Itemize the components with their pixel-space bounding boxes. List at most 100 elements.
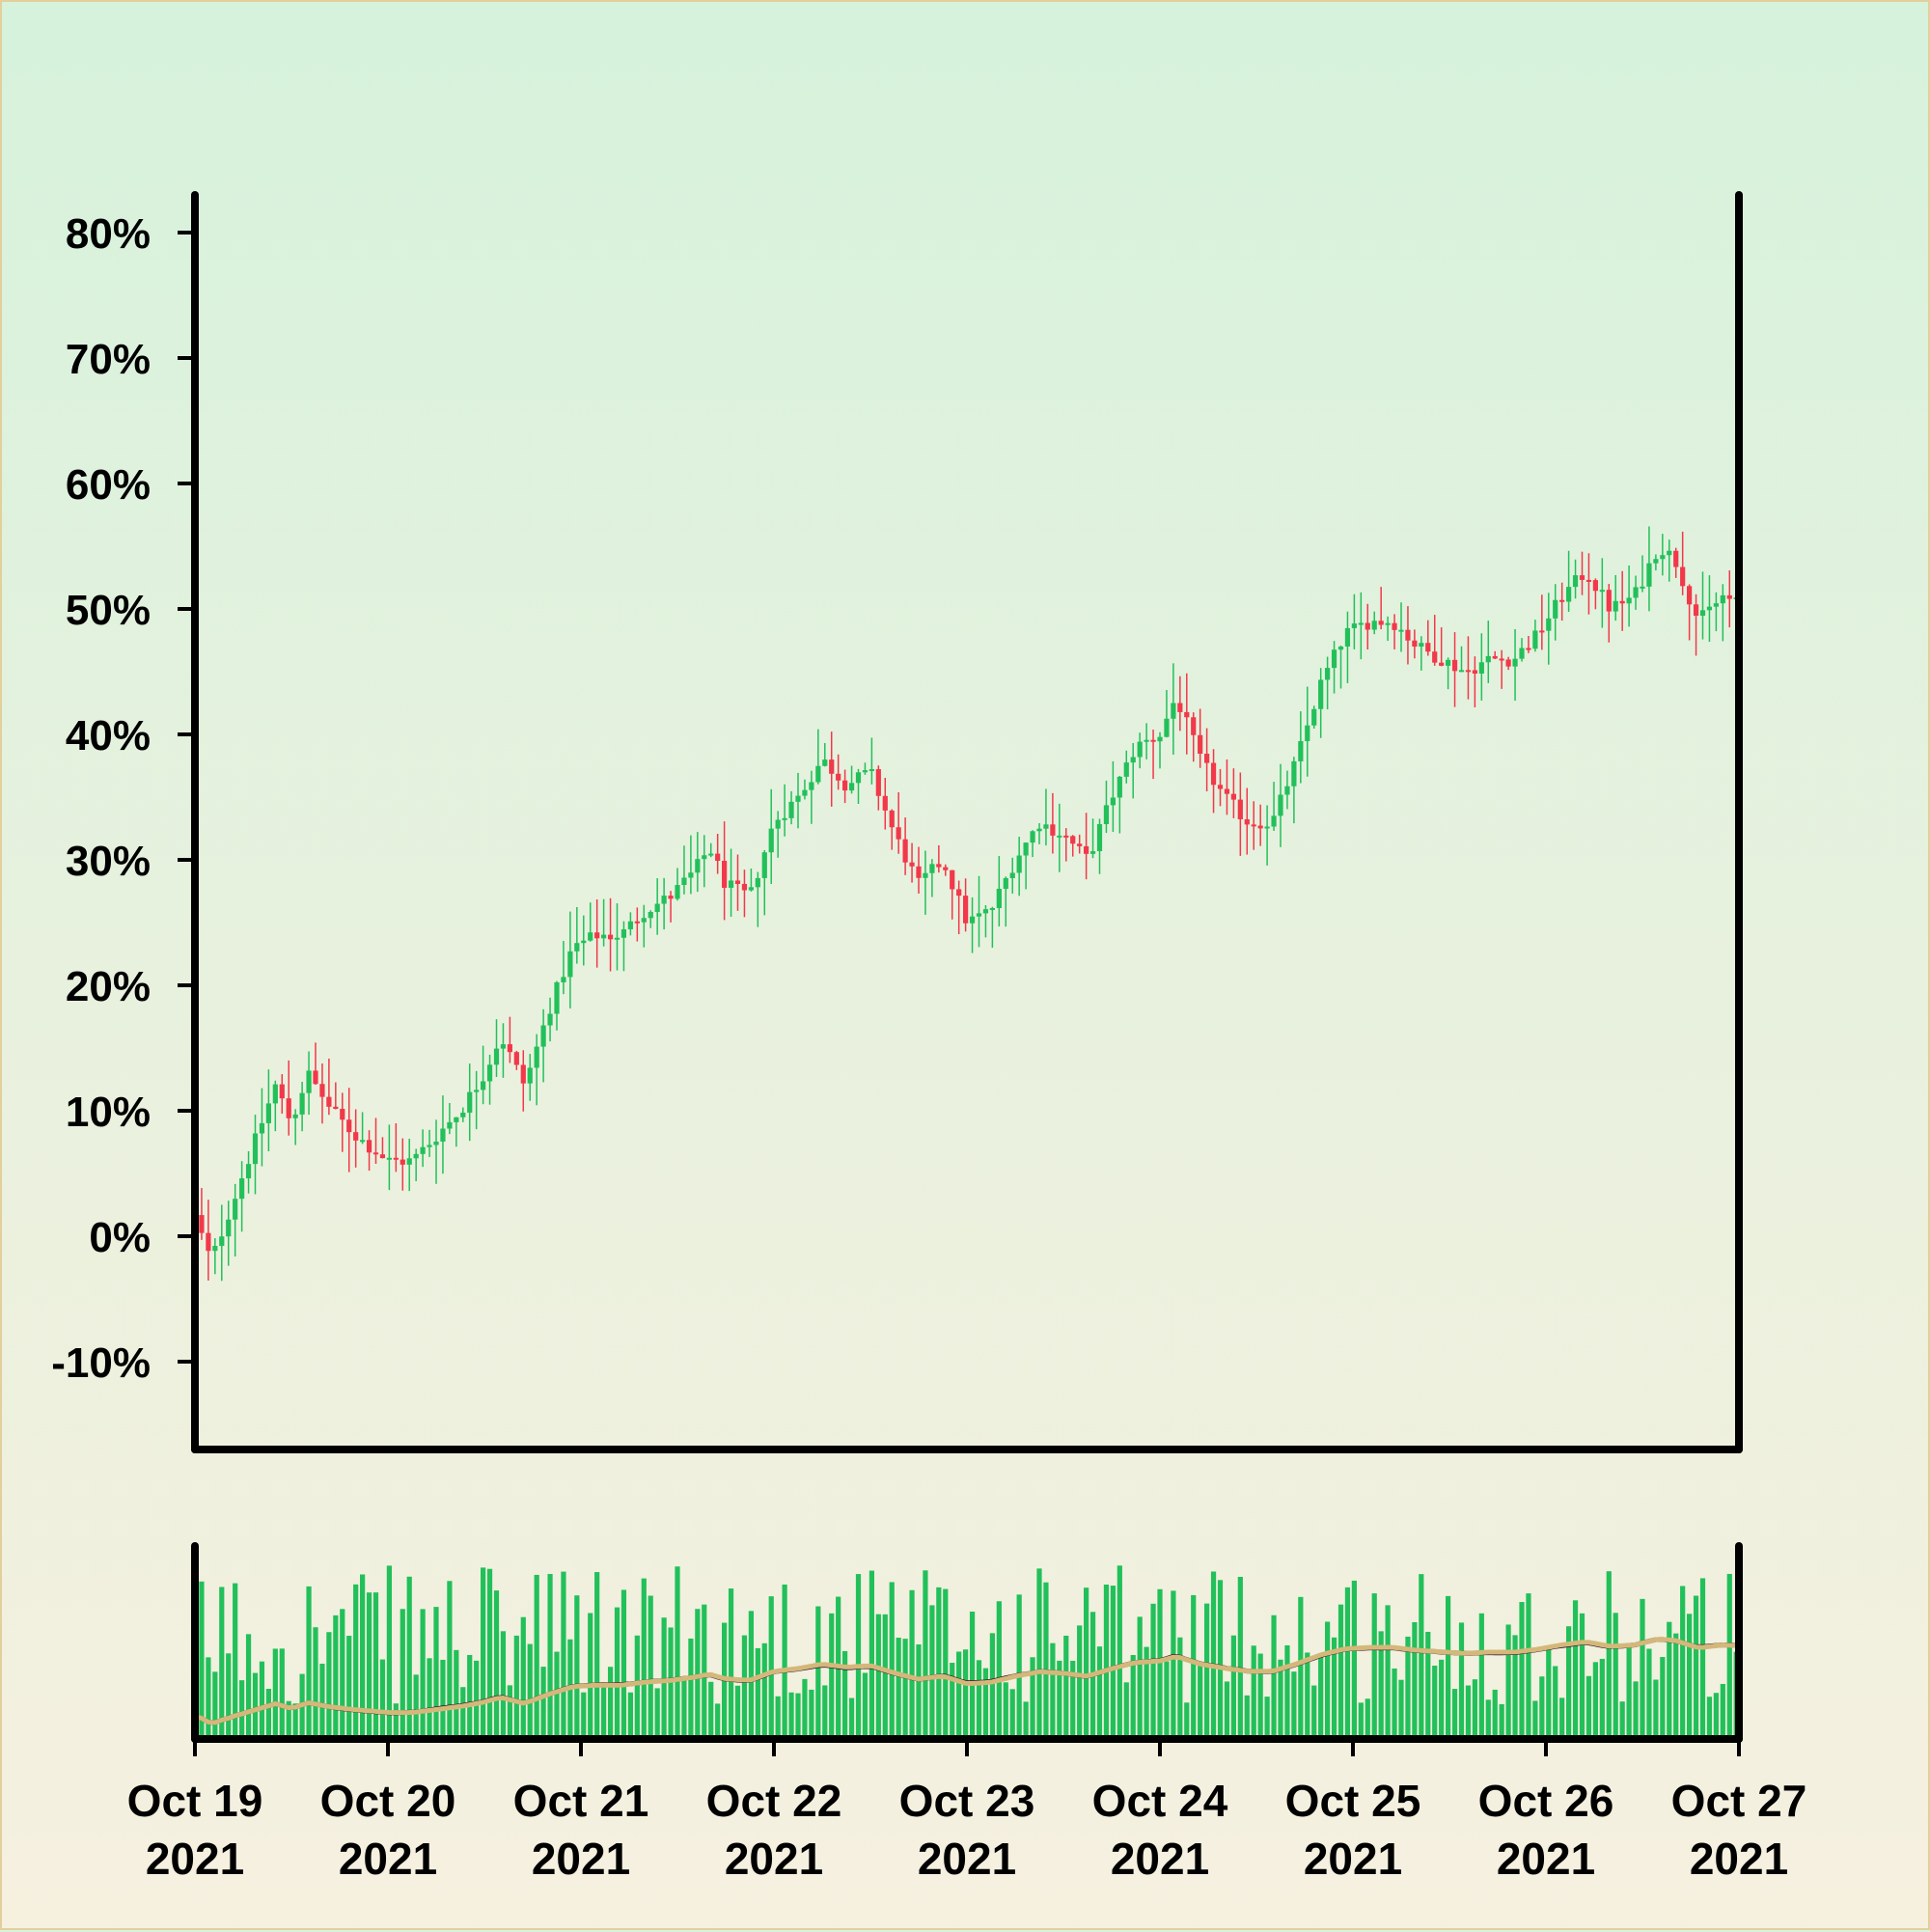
volume-bar	[648, 1595, 653, 1739]
candle	[206, 1200, 211, 1281]
candle	[1150, 730, 1156, 780]
candle	[1519, 638, 1525, 662]
volume-bar	[1419, 1574, 1424, 1739]
candle	[1392, 614, 1397, 649]
x-axis-ticks: Oct 19 2021 Oct 20 2021 Oct 21 2021 Oct 22 2021…	[127, 1739, 1807, 1884]
volume-bar	[1693, 1595, 1699, 1739]
volume-bar	[1465, 1685, 1472, 1739]
volume-bar	[1559, 1697, 1565, 1739]
volume-bar	[620, 1589, 627, 1739]
candle	[447, 1102, 453, 1135]
candle	[996, 855, 1002, 927]
volume-bar	[1191, 1594, 1197, 1739]
volume-bar	[1713, 1693, 1719, 1739]
volume-bar	[1230, 1635, 1236, 1739]
volume-bar	[561, 1571, 566, 1739]
volume-bar	[212, 1671, 218, 1739]
candle	[199, 1188, 205, 1240]
x-tick-label-date: Oct 27	[1671, 1776, 1807, 1826]
candle	[675, 868, 680, 901]
volume-bar	[1499, 1703, 1504, 1739]
candle	[393, 1122, 399, 1173]
candle	[1311, 705, 1317, 729]
volume-bar	[1425, 1631, 1431, 1739]
candle	[741, 869, 748, 918]
candle	[1633, 575, 1639, 610]
volume-bar	[1365, 1698, 1370, 1739]
volume-bar	[1291, 1671, 1297, 1739]
volume-bar	[607, 1667, 614, 1739]
volume-bar	[554, 1651, 560, 1739]
candle	[1485, 621, 1491, 683]
volume-bar	[1478, 1613, 1484, 1739]
candle	[923, 850, 928, 915]
candle	[299, 1081, 305, 1132]
candle	[889, 809, 895, 850]
price-candles	[192, 526, 1739, 1282]
candle	[1706, 575, 1713, 643]
candle	[788, 790, 794, 825]
volume-bar	[386, 1565, 392, 1739]
volume-bar	[802, 1678, 808, 1739]
candle	[1023, 842, 1029, 890]
candle	[1680, 531, 1686, 595]
volume-bar	[715, 1703, 721, 1739]
volume-bar	[1103, 1584, 1110, 1739]
candle	[1063, 828, 1069, 862]
volume-bar	[326, 1632, 332, 1739]
candle	[1378, 587, 1384, 630]
volume-bar	[734, 1685, 741, 1739]
volume-bar	[1344, 1587, 1351, 1739]
candle	[326, 1058, 332, 1116]
volume-bar	[1137, 1616, 1143, 1739]
candle	[688, 835, 694, 895]
x-tick-label-date: Oct 21	[513, 1776, 649, 1826]
candle	[1539, 594, 1545, 650]
candle	[1331, 641, 1337, 694]
candle	[386, 1124, 392, 1191]
volume-bar	[1057, 1660, 1062, 1739]
candle	[1446, 657, 1451, 690]
candle	[868, 737, 874, 785]
candle	[1505, 656, 1511, 671]
volume-bar	[1385, 1605, 1391, 1739]
volume-bar	[681, 1676, 687, 1739]
candle	[1257, 804, 1263, 846]
volume-bar	[1699, 1578, 1706, 1739]
candle	[353, 1109, 359, 1168]
volume-bar	[1660, 1657, 1666, 1739]
candle	[574, 906, 580, 964]
volume-bar	[1687, 1614, 1693, 1739]
candle	[554, 980, 560, 1031]
y-tick-label: 50%	[66, 587, 151, 634]
candle	[1110, 760, 1116, 833]
volume-bar	[795, 1693, 801, 1739]
volume-bar	[1177, 1637, 1183, 1739]
volume-bar	[1123, 1682, 1129, 1739]
x-tick: Oct 22 2021	[706, 1739, 841, 1884]
volume-bar	[1117, 1565, 1122, 1739]
candle	[1210, 749, 1217, 814]
candle	[1337, 645, 1344, 689]
volume-bar	[989, 1633, 995, 1739]
candle	[433, 1119, 439, 1184]
volume-bar	[1613, 1613, 1618, 1739]
candle	[1566, 550, 1572, 612]
candle	[862, 762, 868, 775]
candle	[500, 1023, 507, 1078]
volume-bar	[379, 1659, 386, 1739]
candle	[1472, 656, 1477, 708]
volume-bar	[1337, 1604, 1344, 1739]
volume-bar	[1264, 1697, 1270, 1739]
x-tick: Oct 19 2021	[127, 1739, 262, 1884]
volume-bar	[1640, 1598, 1645, 1739]
candle	[1130, 742, 1136, 799]
candle	[1144, 723, 1149, 759]
volume-bar	[360, 1574, 366, 1739]
x-tick-label-date: Oct 25	[1285, 1776, 1421, 1826]
candle	[1592, 578, 1598, 610]
volume-bar	[346, 1636, 352, 1739]
y-tick: 0%	[89, 1214, 195, 1261]
volume-bar	[440, 1659, 446, 1739]
